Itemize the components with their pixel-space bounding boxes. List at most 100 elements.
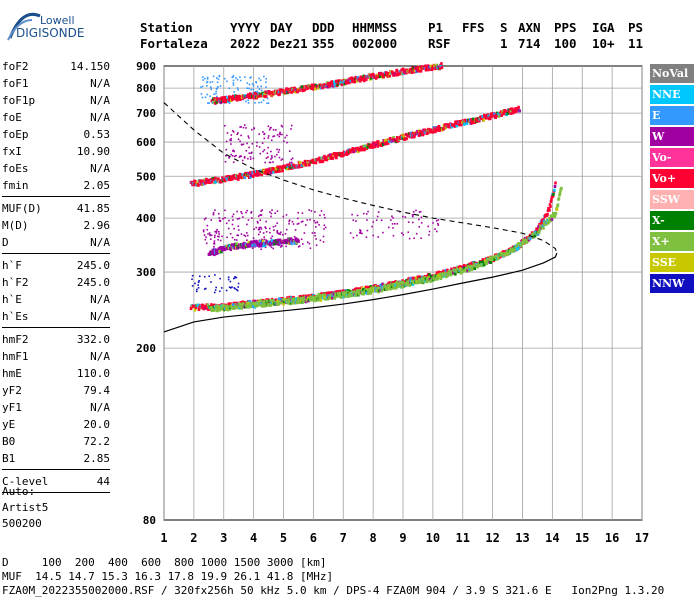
noise-echo-point: [319, 239, 322, 242]
param-name: D: [2, 236, 9, 249]
legend-item-vo-: Vo-: [650, 148, 694, 167]
echo-trace-point: [386, 141, 390, 145]
noise-echo-point: [217, 86, 219, 88]
echo-trace-point: [465, 122, 469, 126]
echo-trace-point: [263, 92, 266, 96]
echo-trace-point: [394, 73, 398, 77]
echo-trace-point: [353, 80, 357, 84]
echo-trace-point: [334, 292, 337, 296]
echo-trace-point: [377, 285, 381, 289]
noise-echo-point: [302, 243, 304, 245]
echo-trace-point: [245, 301, 249, 305]
echo-trace-point: [308, 296, 312, 300]
echo-trace-point: [328, 84, 332, 88]
noise-echo-point: [270, 237, 272, 240]
noise-echo-point: [282, 215, 285, 218]
noise-echo-point: [281, 233, 284, 236]
echo-trace-point: [317, 158, 321, 162]
noise-echo-point: [206, 76, 209, 79]
echo-trace-point: [297, 165, 300, 169]
echo-trace-point: [423, 66, 427, 70]
echo-trace-point: [388, 74, 391, 78]
echo-trace-point: [303, 159, 307, 163]
echo-trace-point: [318, 294, 321, 298]
echo-trace-point: [193, 305, 196, 309]
echo-trace-point: [318, 156, 321, 160]
echo-trace-point: [369, 285, 373, 289]
echo-trace-point: [555, 207, 559, 211]
noise-echo-point: [197, 287, 200, 289]
noise-echo-point: [254, 90, 257, 93]
echo-trace-point: [482, 263, 486, 267]
param-row: M(D) 2.96: [2, 217, 110, 234]
echo-trace-point: [333, 296, 337, 300]
echo-trace-point: [271, 300, 275, 304]
echo-trace-point: [212, 248, 215, 252]
noise-echo-point: [205, 236, 207, 238]
noise-echo-point: [362, 212, 365, 215]
x-tick-label: 4: [250, 531, 257, 545]
echo-trace-point: [431, 130, 435, 134]
echo-trace-point: [285, 87, 288, 91]
noise-echo-point: [239, 140, 241, 143]
echo-trace-point: [518, 109, 521, 113]
noise-echo-point: [231, 76, 234, 79]
noise-echo-point: [242, 216, 244, 218]
echo-trace-point: [231, 98, 234, 102]
param-row: hmF1 N/A: [2, 348, 110, 365]
noise-echo-point: [377, 236, 379, 238]
param-name: fmin: [2, 179, 29, 192]
echo-trace-point: [348, 77, 352, 81]
echo-trace-point: [487, 114, 491, 118]
noise-echo-point: [246, 223, 248, 226]
noise-echo-point: [255, 226, 258, 229]
echo-trace-point: [403, 68, 406, 72]
echo-trace-point: [410, 279, 414, 283]
noise-echo-point: [324, 226, 327, 229]
echo-trace-point: [556, 203, 560, 207]
noise-echo-point: [210, 88, 212, 90]
echo-trace-point: [459, 267, 462, 271]
echo-trace-point: [233, 246, 237, 250]
logo-line1: Lowell: [40, 14, 75, 27]
echo-trace-point: [210, 178, 213, 182]
echo-trace-point: [361, 288, 365, 292]
echo-trace-point: [358, 79, 362, 83]
echo-trace-point: [290, 299, 293, 303]
echo-trace-point: [517, 242, 520, 246]
noise-echo-point: [240, 134, 242, 137]
echo-trace-point: [276, 165, 280, 169]
footer: D 100 200 400 600 800 1000 1500 3000 [km…: [2, 556, 664, 598]
noise-echo-point: [275, 129, 277, 131]
noise-echo-point: [198, 275, 201, 278]
echo-trace-point: [268, 243, 272, 247]
echo-trace-point: [289, 165, 292, 169]
noise-echo-point: [259, 214, 261, 216]
echo-trace-point: [411, 131, 415, 135]
noise-echo-point: [217, 238, 219, 241]
echo-trace-point: [351, 293, 354, 297]
echo-trace-point: [517, 105, 520, 109]
param-name: foF1p: [2, 94, 36, 107]
noise-echo-point: [283, 140, 285, 142]
noise-echo-point: [263, 238, 266, 241]
noise-echo-point: [209, 95, 211, 98]
noise-echo-point: [212, 75, 215, 78]
echo-trace-point: [385, 138, 388, 142]
noise-echo-point: [215, 286, 217, 289]
echo-trace-point: [275, 302, 279, 306]
echo-trace-point: [448, 270, 452, 274]
noise-echo-point: [207, 233, 209, 235]
noise-echo-point: [260, 210, 262, 212]
echo-trace-point: [316, 295, 319, 299]
echo-trace-point: [554, 212, 558, 216]
echo-trace-point: [247, 301, 251, 305]
echo-trace-point: [400, 285, 404, 289]
model-curve-dashed: [163, 102, 558, 254]
param-value: N/A: [90, 236, 110, 249]
echo-trace-point: [304, 163, 308, 167]
x-tick-label: 9: [399, 531, 406, 545]
echo-trace-point: [355, 148, 359, 152]
echo-trace-point: [418, 275, 421, 279]
